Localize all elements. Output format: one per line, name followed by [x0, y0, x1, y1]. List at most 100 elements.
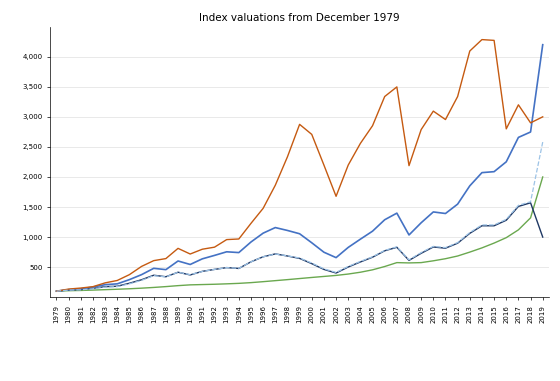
QV Housing Index — [114, 287, 120, 291]
QV Housing Index — [53, 289, 60, 293]
S&P/NZX 50 Capital Index — [53, 289, 60, 293]
Line: QV Housing Index: QV Housing Index — [57, 177, 543, 291]
S&P/NZX 50 Capital Index — [102, 284, 109, 289]
Barclays Top 40 (existed prior to current S&P/NZX 50 indexes) — [479, 223, 486, 227]
S&P/NZX 50 Gross Index — [102, 282, 109, 287]
Barclays Top 40 (existed prior to current S&P/NZX 50 indexes) — [284, 253, 291, 258]
Barclays Top 40 (existed prior to current S&P/NZX 50 indexes) — [515, 203, 522, 208]
S&P/NZX 50 Gross Index — [235, 250, 242, 255]
MSCI World Accumulated Index — [454, 94, 461, 99]
S&P/NZX 50 Gross Index — [77, 287, 84, 291]
S&P/NZX 50 Gross Index — [539, 42, 546, 47]
S&P/NZX 50 Gross Index — [211, 253, 218, 258]
S&P/NZX 50 Gross Index — [320, 250, 327, 255]
QV Housing Index — [466, 250, 473, 255]
Barclays Top 40 (existed prior to current S&P/NZX 50 indexes) — [272, 252, 279, 256]
Barclays Top 40 (existed prior to current S&P/NZX 50 indexes) — [151, 274, 157, 278]
Line: MSCI World Accumulated Index: MSCI World Accumulated Index — [57, 40, 543, 291]
S&P/NZX 50 Gross Index — [223, 250, 230, 254]
QV Housing Index — [284, 277, 291, 282]
QV Housing Index — [199, 282, 206, 287]
MSCI World Accumulated Index — [442, 117, 449, 122]
S&P/NZX 50 Gross Index — [442, 211, 449, 216]
QV Housing Index — [102, 287, 109, 292]
S&P/NZX 50 Capital Index — [248, 259, 254, 264]
QV Housing Index — [248, 280, 254, 285]
S&P/NZX 50 Capital Index — [309, 261, 315, 266]
MSCI World Accumulated Index — [320, 163, 327, 167]
MSCI World Accumulated Index — [381, 94, 388, 99]
S&P/NZX 50 Capital Index — [138, 277, 145, 282]
S&P/NZX 50 Capital Index — [284, 254, 291, 258]
QV Housing Index — [66, 288, 72, 293]
MSCI World Accumulated Index — [418, 127, 424, 132]
Barclays Top 40 (existed prior to current S&P/NZX 50 indexes) — [333, 270, 339, 275]
Barclays Top 40 (existed prior to current S&P/NZX 50 indexes) — [90, 287, 96, 291]
S&P/NZX 50 Capital Index — [454, 241, 461, 245]
Barclays Top 40 (existed prior to current S&P/NZX 50 indexes) — [357, 259, 364, 264]
QV Housing Index — [211, 282, 218, 287]
Barclays Top 40 (existed prior to current S&P/NZX 50 indexes) — [296, 256, 303, 260]
QV Housing Index — [539, 174, 546, 179]
MSCI World Accumulated Index — [333, 194, 339, 199]
S&P/NZX 50 Gross Index — [114, 282, 120, 286]
MSCI World Accumulated Index — [162, 256, 169, 261]
MSCI World Accumulated Index — [77, 286, 84, 290]
QV Housing Index — [175, 283, 181, 288]
S&P/NZX 50 Capital Index — [272, 251, 279, 256]
QV Housing Index — [162, 284, 169, 289]
S&P/NZX 50 Gross Index — [394, 211, 400, 215]
MSCI World Accumulated Index — [394, 85, 400, 89]
S&P/NZX 50 Capital Index — [405, 258, 412, 263]
S&P/NZX 50 Gross Index — [199, 256, 206, 261]
QV Housing Index — [515, 227, 522, 232]
MSCI World Accumulated Index — [260, 206, 267, 211]
QV Housing Index — [418, 260, 424, 265]
MSCI World Accumulated Index — [466, 49, 473, 53]
S&P/NZX 50 Gross Index — [479, 170, 486, 175]
S&P/NZX 50 Capital Index — [466, 231, 473, 235]
QV Housing Index — [138, 286, 145, 290]
Barclays Top 40 (existed prior to current S&P/NZX 50 indexes) — [405, 258, 412, 262]
S&P/NZX 50 Gross Index — [53, 289, 60, 293]
S&P/NZX 50 Capital Index — [333, 271, 339, 275]
S&P/NZX 50 Gross Index — [162, 267, 169, 272]
S&P/NZX 50 Gross Index — [175, 259, 181, 263]
S&P/NZX 50 Capital Index — [320, 267, 327, 272]
S&P/NZX 50 Capital Index — [187, 273, 194, 277]
Barclays Top 40 (existed prior to current S&P/NZX 50 indexes) — [430, 244, 437, 249]
S&P/NZX 50 Capital Index — [394, 245, 400, 250]
S&P/NZX 50 Capital Index — [90, 286, 96, 291]
Barclays Top 40 (existed prior to current S&P/NZX 50 indexes) — [66, 288, 72, 292]
MSCI World Accumulated Index — [515, 102, 522, 107]
S&P/NZX 50 Gross Index — [357, 237, 364, 242]
S&P/NZX 50 Capital Index — [77, 287, 84, 292]
MSCI World Accumulated Index — [430, 109, 437, 114]
Barclays Top 40 (existed prior to current S&P/NZX 50 indexes) — [442, 245, 449, 250]
MSCI World Accumulated Index — [66, 287, 72, 291]
S&P/NZX 50 Capital Index — [418, 251, 424, 256]
Barclays Top 40 (existed prior to current S&P/NZX 50 indexes) — [466, 230, 473, 235]
S&P/NZX 50 Capital Index — [491, 224, 497, 228]
MSCI World Accumulated Index — [503, 126, 510, 131]
QV Housing Index — [333, 273, 339, 278]
Barclays Top 40 (existed prior to current S&P/NZX 50 indexes) — [454, 240, 461, 245]
QV Housing Index — [357, 270, 364, 275]
Barclays Top 40 (existed prior to current S&P/NZX 50 indexes) — [503, 217, 510, 222]
MSCI World Accumulated Index — [53, 289, 60, 293]
S&P/NZX 50 Gross Index — [503, 160, 510, 164]
S&P/NZX 50 Capital Index — [381, 248, 388, 253]
Barclays Top 40 (existed prior to current S&P/NZX 50 indexes) — [175, 270, 181, 275]
QV Housing Index — [90, 288, 96, 292]
S&P/NZX 50 Gross Index — [333, 255, 339, 260]
S&P/NZX 50 Capital Index — [430, 245, 437, 249]
S&P/NZX 50 Capital Index — [527, 200, 534, 205]
QV Housing Index — [527, 216, 534, 220]
S&P/NZX 50 Gross Index — [418, 221, 424, 225]
S&P/NZX 50 Capital Index — [199, 269, 206, 274]
MSCI World Accumulated Index — [211, 245, 218, 250]
QV Housing Index — [309, 275, 315, 280]
QV Housing Index — [345, 272, 352, 276]
Barclays Top 40 (existed prior to current S&P/NZX 50 indexes) — [491, 223, 497, 227]
MSCI World Accumulated Index — [126, 272, 133, 277]
